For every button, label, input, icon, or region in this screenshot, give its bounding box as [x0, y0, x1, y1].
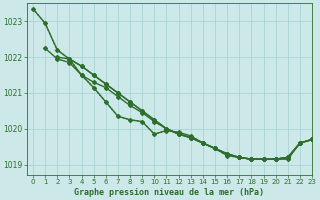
X-axis label: Graphe pression niveau de la mer (hPa): Graphe pression niveau de la mer (hPa)	[75, 188, 265, 197]
